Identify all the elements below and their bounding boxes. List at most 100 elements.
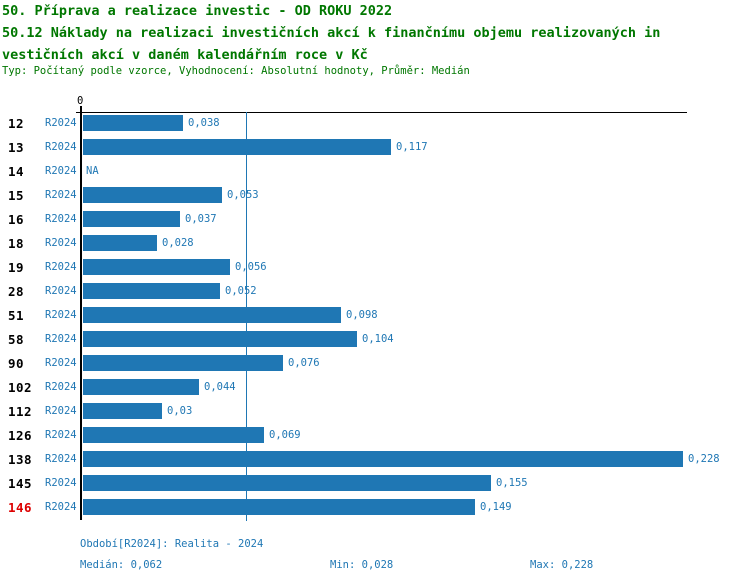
table-row: 19 R2024 0,056 (0, 259, 750, 275)
chart-title-line1: 50. Příprava a realizace investic - OD R… (2, 3, 393, 19)
row-period-label: R2024 (45, 189, 77, 201)
chart-title-line3: vestičních akcí v daném kalendářním roce… (2, 47, 368, 63)
bar-value-label: 0,104 (362, 333, 394, 345)
row-period-label: R2024 (45, 237, 77, 249)
max-value: 0,228 (561, 559, 594, 571)
median-value: 0,062 (130, 559, 163, 571)
chart-meta-line: Typ: Počítaný podle vzorce, Vyhodnocení:… (2, 65, 470, 77)
bar-value-label: 0,03 (167, 405, 193, 417)
median-label: Medián: (80, 559, 125, 571)
table-row: 145 R2024 0,155 (0, 475, 750, 491)
max-label: Max: (530, 559, 556, 571)
row-period-label: R2024 (45, 405, 77, 417)
row-category-label: 16 (8, 212, 25, 227)
footer-median-stat: Medián: 0,062 (80, 559, 162, 571)
bar-value-label: 0,037 (185, 213, 217, 225)
row-category-label: 138 (8, 452, 33, 467)
bar-value-label: 0,076 (288, 357, 320, 369)
row-category-label: 12 (8, 116, 25, 131)
bar (83, 427, 264, 443)
footer-min-stat: Min: 0,028 (330, 559, 393, 571)
table-row: 138 R2024 0,228 (0, 451, 750, 467)
table-row: 16 R2024 0,037 (0, 211, 750, 227)
row-category-label: 14 (8, 164, 25, 179)
row-period-label: R2024 (45, 213, 77, 225)
table-row: 13 R2024 0,117 (0, 139, 750, 155)
row-period-label: R2024 (45, 501, 77, 513)
bar-value-label: 0,098 (346, 309, 378, 321)
y-axis-line (80, 106, 82, 520)
bar-value-label: 0,044 (204, 381, 236, 393)
bar-value-label: 0,117 (396, 141, 428, 153)
bar-value-label: 0,155 (496, 477, 528, 489)
table-row: 18 R2024 0,028 (0, 235, 750, 251)
row-period-label: R2024 (45, 165, 77, 177)
bar-value-label: 0,052 (225, 285, 257, 297)
bar (83, 235, 157, 251)
row-category-label: 126 (8, 428, 33, 443)
row-category-label: 13 (8, 140, 25, 155)
bar-value-label: 0,056 (235, 261, 267, 273)
row-category-label: 102 (8, 380, 33, 395)
row-period-label: R2024 (45, 285, 77, 297)
row-category-label: 19 (8, 260, 25, 275)
bar (83, 259, 230, 275)
bar (83, 211, 180, 227)
bar-value-label: 0,038 (188, 117, 220, 129)
table-row: 126 R2024 0,069 (0, 427, 750, 443)
bar-value-label: 0,069 (269, 429, 301, 441)
bar (83, 331, 357, 347)
bar (83, 379, 199, 395)
row-period-label: R2024 (45, 117, 77, 129)
row-category-label: 146 (8, 500, 33, 515)
row-category-label: 145 (8, 476, 33, 491)
bar (83, 115, 183, 131)
min-value: 0,028 (361, 559, 394, 571)
table-row: 58 R2024 0,104 (0, 331, 750, 347)
table-row: 146 R2024 0,149 (0, 499, 750, 515)
bar-value-label: 0,228 (688, 453, 720, 465)
bar (83, 139, 391, 155)
row-category-label: 15 (8, 188, 25, 203)
table-row: 15 R2024 0,053 (0, 187, 750, 203)
bar-value-label: 0,028 (162, 237, 194, 249)
min-label: Min: (330, 559, 356, 571)
table-row: 90 R2024 0,076 (0, 355, 750, 371)
chart-title-line2: 50.12 Náklady na realizaci investičních … (2, 25, 661, 41)
row-category-label: 51 (8, 308, 25, 323)
row-period-label: R2024 (45, 309, 77, 321)
bar (83, 475, 491, 491)
table-row: 112 R2024 0,03 (0, 403, 750, 419)
bar (83, 355, 283, 371)
row-period-label: R2024 (45, 357, 77, 369)
row-category-label: 28 (8, 284, 25, 299)
row-period-label: R2024 (45, 429, 77, 441)
row-period-label: R2024 (45, 141, 77, 153)
footer-period-info: Období[R2024]: Realita - 2024 (80, 538, 264, 550)
footer-max-stat: Max: 0,228 (530, 559, 593, 571)
table-row: 102 R2024 0,044 (0, 379, 750, 395)
row-category-label: 112 (8, 404, 33, 419)
x-axis-line (76, 112, 687, 113)
table-row: 12 R2024 0,038 (0, 115, 750, 131)
row-period-label: R2024 (45, 453, 77, 465)
row-period-label: R2024 (45, 477, 77, 489)
bar (83, 499, 475, 515)
table-row: 14 R2024 NA (0, 163, 750, 179)
bar (83, 187, 222, 203)
row-period-label: R2024 (45, 261, 77, 273)
row-category-label: 58 (8, 332, 25, 347)
row-period-label: R2024 (45, 333, 77, 345)
bar-value-label: 0,149 (480, 501, 512, 513)
row-period-label: R2024 (45, 381, 77, 393)
table-row: 28 R2024 0,052 (0, 283, 750, 299)
bar (83, 451, 683, 467)
bar (83, 283, 220, 299)
bar (83, 403, 162, 419)
row-category-label: 90 (8, 356, 25, 371)
table-row: 51 R2024 0,098 (0, 307, 750, 323)
x-axis-zero-tick-label: 0 (77, 95, 84, 107)
row-category-label: 18 (8, 236, 25, 251)
bar (83, 307, 341, 323)
